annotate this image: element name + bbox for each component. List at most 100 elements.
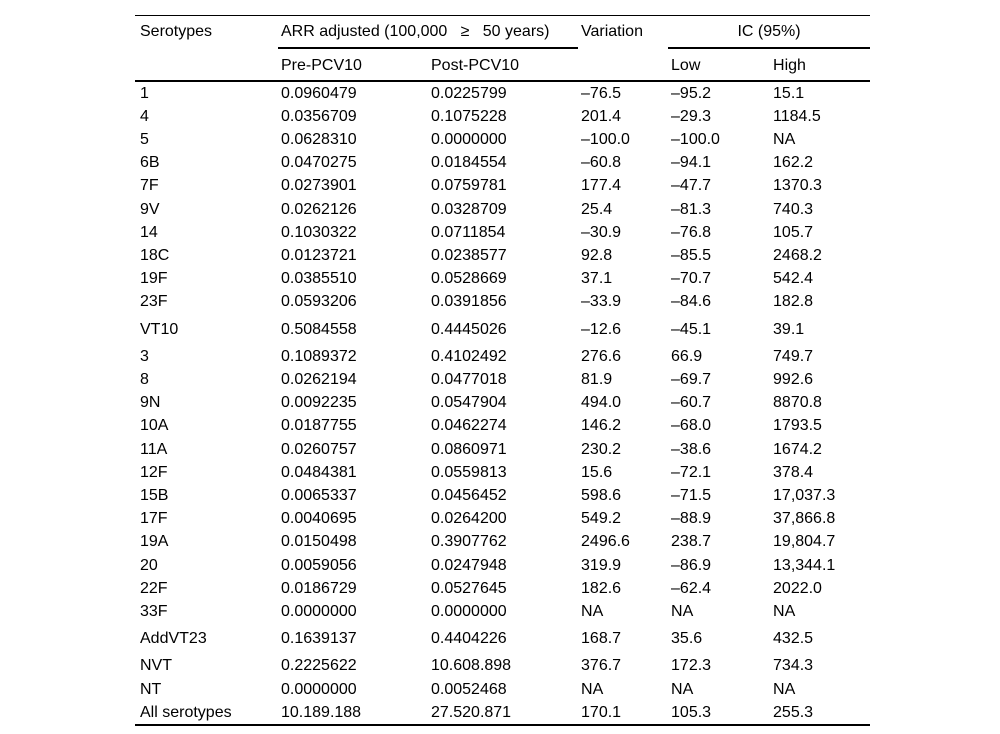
pre-pcv10-cell: 10.189.188 xyxy=(281,703,362,721)
table-body: 1 0.0960479 0.0225799 –76.5 –95.2 15.1 4 0.0356… xyxy=(135,81,870,725)
pre-pcv10-cell: 0.0260757 xyxy=(281,440,357,458)
table-row: VT10 0.5084558 0.4445026 –12.6 –45.1 39.1 xyxy=(135,314,870,341)
post-pcv10-cell: 0.0247948 xyxy=(431,556,507,574)
post-pcv10-cell: 0.0184554 xyxy=(431,154,507,172)
ic-low-cell: 105.3 xyxy=(671,703,712,721)
variation-cell: 146.2 xyxy=(581,417,622,435)
ic-high-cell: 378.4 xyxy=(773,463,814,481)
ic-high-cell: NA xyxy=(773,130,796,148)
ic-low-cell: –29.3 xyxy=(671,107,712,125)
table-row: 7F 0.0273901 0.0759781 177.4 –47.7 1370.3 xyxy=(135,174,870,197)
serotype-cell: 17F xyxy=(140,510,168,528)
table-row: 6B 0.0470275 0.0184554 –60.8 –94.1 162.2 xyxy=(135,151,870,174)
header-row-groups: Serotypes ARR adjusted (100,000 ≥ 50 yea… xyxy=(135,15,871,82)
variation-cell: –30.9 xyxy=(581,223,622,241)
ic-low-cell: NA xyxy=(671,680,694,698)
variation-cell: –100.0 xyxy=(581,130,630,148)
variation-cell: 494.0 xyxy=(581,394,622,412)
ic-low-cell: –94.1 xyxy=(671,154,712,172)
serotype-cell: 23F xyxy=(140,293,168,311)
serotype-cell: 20 xyxy=(140,556,158,574)
pre-pcv10-cell: 0.0150498 xyxy=(281,533,357,551)
serotype-cell: 19A xyxy=(140,533,169,551)
variation-cell: 2496.6 xyxy=(581,533,630,551)
variation-cell: NA xyxy=(581,602,604,620)
post-pcv10-cell: 0.0391856 xyxy=(431,293,507,311)
variation-cell: 170.1 xyxy=(581,703,622,721)
serotype-cell: 19F xyxy=(140,270,168,288)
ic-high-cell: 734.3 xyxy=(773,657,814,675)
serotype-cell: 3 xyxy=(140,347,149,365)
variation-cell: –76.5 xyxy=(581,84,622,102)
pre-pcv10-cell: 0.0040695 xyxy=(281,510,357,528)
ic-high-cell: 182.8 xyxy=(773,293,814,311)
serotype-cell: VT10 xyxy=(140,320,179,338)
variation-cell: 598.6 xyxy=(581,486,622,504)
serotype-cell: 12F xyxy=(140,463,168,481)
ic-high-cell: 1793.5 xyxy=(773,417,822,435)
serotype-cell: AddVT23 xyxy=(140,630,207,648)
table-row: All serotypes 10.189.188 27.520.871 170.1 10… xyxy=(135,701,870,725)
table-row: 11A 0.0260757 0.0860971 230.2 –38.6 1674.2 xyxy=(135,438,870,461)
pre-pcv10-cell: 0.0186729 xyxy=(281,579,357,597)
table-row: 19F 0.0385510 0.0528669 37.1 –70.7 542.4 xyxy=(135,267,870,290)
post-pcv10-cell: 0.0527645 xyxy=(431,579,507,597)
table-row: 9V 0.0262126 0.0328709 25.4 –81.3 740.3 xyxy=(135,198,870,221)
ic-low-cell: –86.9 xyxy=(671,556,712,574)
post-pcv10-cell: 0.3907762 xyxy=(431,533,507,551)
ic-high-cell: 19,804.7 xyxy=(773,533,836,551)
serotype-cell: 7F xyxy=(140,177,159,195)
variation-cell: 230.2 xyxy=(581,440,622,458)
serotype-cell: NT xyxy=(140,680,162,698)
ic-high-cell: 13,344.1 xyxy=(773,556,836,574)
ic-high-cell: NA xyxy=(773,602,796,620)
variation-cell: 81.9 xyxy=(581,370,613,388)
pre-pcv10-cell: 0.1639137 xyxy=(281,630,357,648)
ic-low-cell: –68.0 xyxy=(671,417,712,435)
ic-low-cell: 35.6 xyxy=(671,630,703,648)
serotype-cell: 8 xyxy=(140,370,149,388)
serotype-cell: 11A xyxy=(140,440,168,458)
ic-low-cell: 66.9 xyxy=(671,347,703,365)
post-pcv10-cell: 0.0547904 xyxy=(431,394,507,412)
table-row: 22F 0.0186729 0.0527645 182.6 –62.4 2022.0 xyxy=(135,577,870,600)
variation-cell: 168.7 xyxy=(581,630,622,648)
variation-cell: 276.6 xyxy=(581,347,622,365)
pre-pcv10-cell: 0.1030322 xyxy=(281,223,357,241)
pre-pcv10-cell: 0.0059056 xyxy=(281,556,357,574)
pre-pcv10-cell: 0.0470275 xyxy=(281,154,357,172)
post-pcv10-cell: 0.0328709 xyxy=(431,200,507,218)
pre-pcv10-cell: 0.0123721 xyxy=(281,246,357,264)
ic-high-cell: 1184.5 xyxy=(773,107,821,125)
ic-low-cell: –69.7 xyxy=(671,370,712,388)
pre-pcv10-cell: 0.0385510 xyxy=(281,270,357,288)
ic-high-cell: 1370.3 xyxy=(773,177,822,195)
table-row: 18C 0.0123721 0.0238577 92.8 –85.5 2468.2 xyxy=(135,244,870,267)
serotype-cell: 9V xyxy=(140,200,160,218)
ic-high-cell: 992.6 xyxy=(773,370,814,388)
post-pcv10-cell: 10.608.898 xyxy=(431,657,512,675)
serotype-cell: 10A xyxy=(140,417,169,435)
post-pcv10-cell: 0.0559813 xyxy=(431,463,507,481)
serotype-cell: NVT xyxy=(140,657,172,675)
pre-pcv10-cell: 0.0262126 xyxy=(281,200,357,218)
ic-low-cell: 172.3 xyxy=(671,657,712,675)
pre-pcv10-cell: 0.0262194 xyxy=(281,370,357,388)
col-header-pre-pcv10: Pre-PCV10 xyxy=(278,47,428,82)
post-pcv10-cell: 0.0759781 xyxy=(431,177,507,195)
ic-low-cell: –88.9 xyxy=(671,510,712,528)
ic-low-cell: –76.8 xyxy=(671,223,712,241)
post-pcv10-cell: 0.0477018 xyxy=(431,370,507,388)
table-row: 5 0.0628310 0.0000000 –100.0 –100.0 NA xyxy=(135,128,870,151)
variation-cell: NA xyxy=(581,680,604,698)
col-group-ic-95: IC (95%) xyxy=(668,15,871,49)
variation-cell: 319.9 xyxy=(581,556,622,574)
post-pcv10-cell: 0.0860971 xyxy=(431,440,507,458)
post-pcv10-cell: 0.4445026 xyxy=(431,320,507,338)
variation-cell: –33.9 xyxy=(581,293,622,311)
post-pcv10-cell: 0.0462274 xyxy=(431,417,507,435)
serotype-cell: All serotypes xyxy=(140,703,232,721)
table-row: 12F 0.0484381 0.0559813 15.6 –72.1 378.4 xyxy=(135,461,870,484)
ic-high-cell: 15.1 xyxy=(773,84,805,102)
